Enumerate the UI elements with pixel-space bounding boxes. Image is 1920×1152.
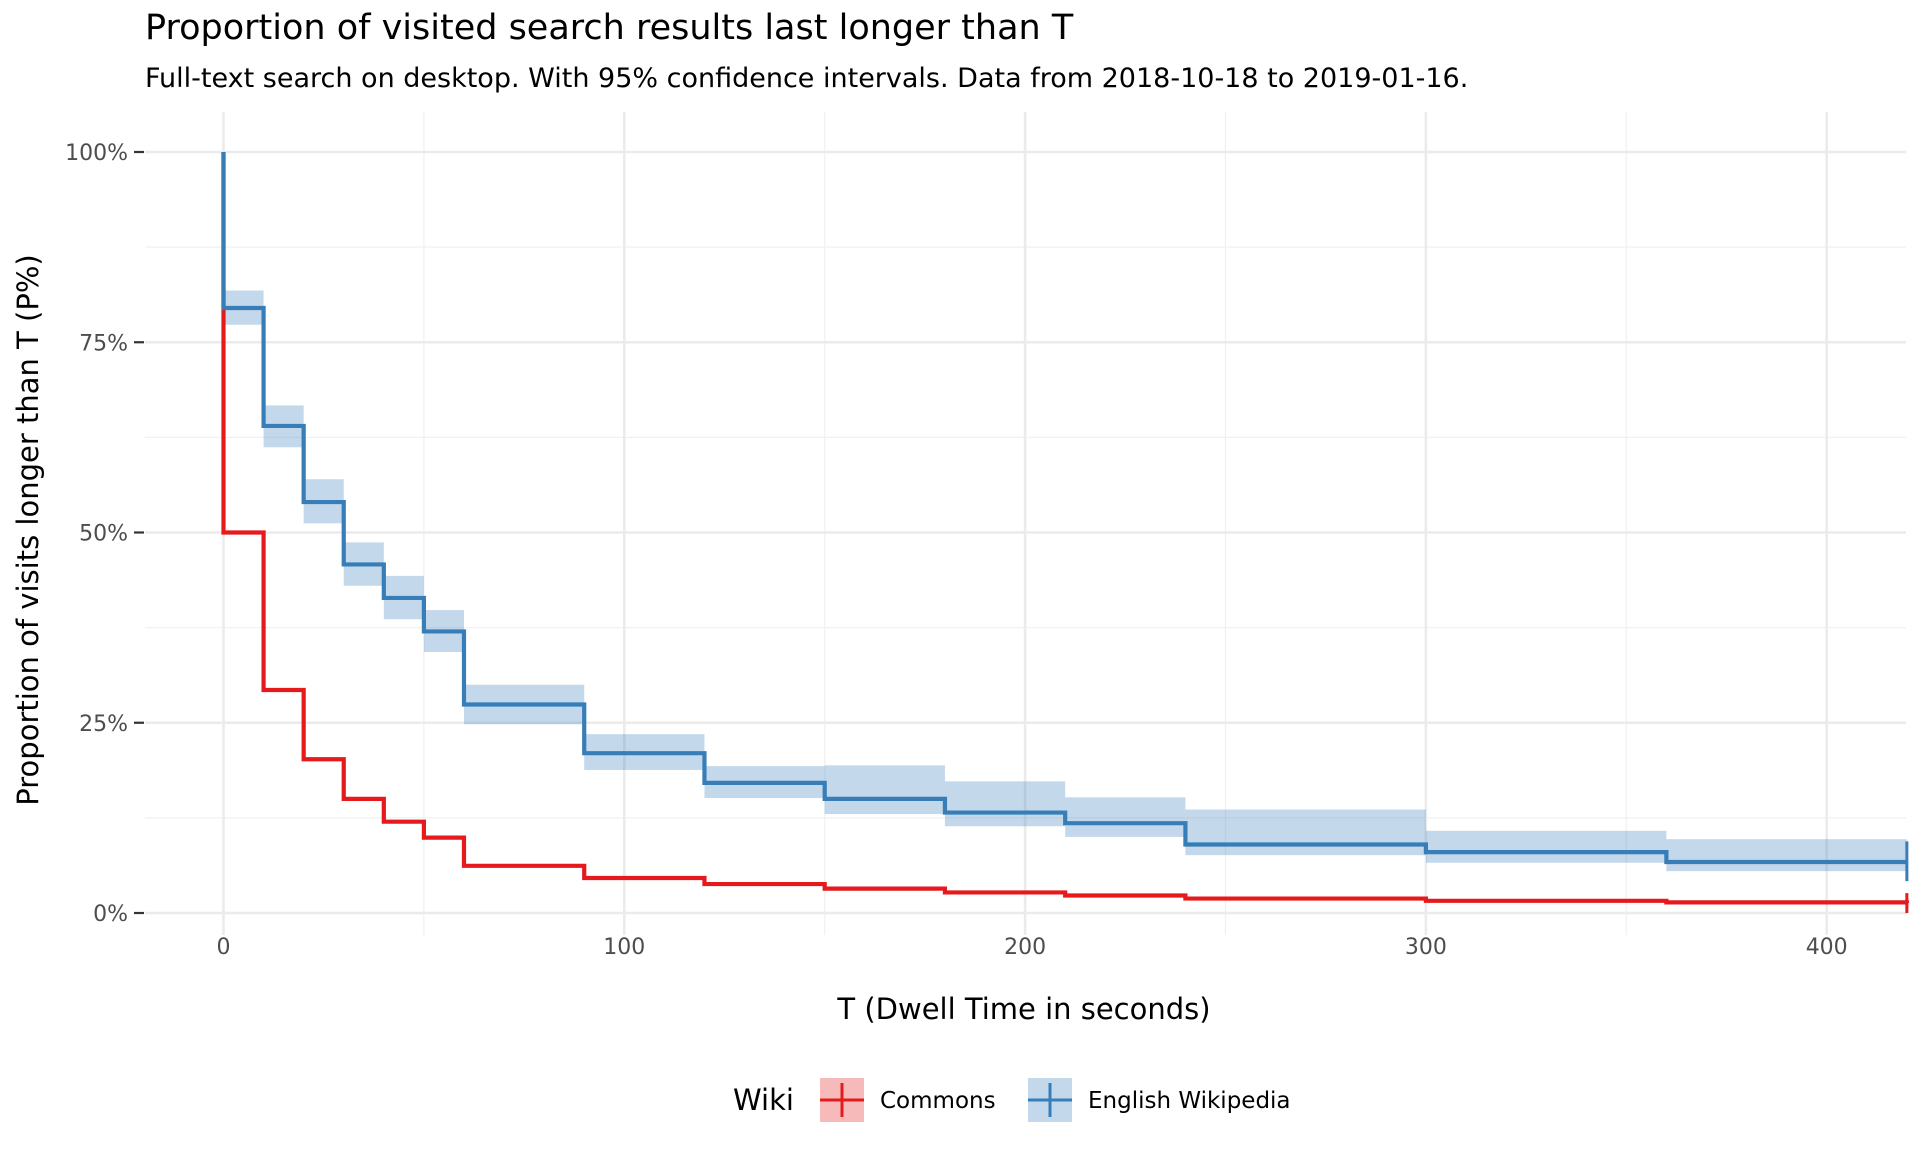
series-line-english-wikipedia xyxy=(221,152,1907,865)
x-axis-title: T (Dwell Time in seconds) xyxy=(836,992,1210,1026)
ci-band-english-wikipedia xyxy=(1425,830,1667,863)
major-gridlines xyxy=(145,112,1906,935)
x-tick-label: 200 xyxy=(1004,935,1046,960)
ci-band-english-wikipedia xyxy=(944,781,1066,827)
x-tick-label: 100 xyxy=(603,935,645,960)
y-tick-label: 75% xyxy=(79,331,128,356)
legend: Wiki Commons English Wikipedia xyxy=(733,1078,1291,1122)
ci-band-english-wikipedia xyxy=(824,765,945,815)
legend-title: Wiki xyxy=(733,1083,794,1117)
series-line-commons xyxy=(221,152,1909,905)
axis-ticks: 0 100 200 300 400 0% 25% 50% 75% 100% xyxy=(65,141,1848,960)
y-tick-label: 50% xyxy=(79,522,128,547)
x-tick-label: 400 xyxy=(1806,935,1848,960)
x-tick-label: 0 xyxy=(217,935,231,960)
y-tick-label: 25% xyxy=(79,712,128,737)
ci-band-english-wikipedia xyxy=(1185,809,1426,856)
y-tick-label: 100% xyxy=(65,141,128,166)
y-tick-label: 0% xyxy=(93,902,128,927)
chart-title: Proportion of visited search results las… xyxy=(145,8,1074,48)
chart-subtitle: Full-text search on desktop. With 95% co… xyxy=(145,63,1469,94)
y-axis-title: Proportion of visits longer than T (P%) xyxy=(11,254,45,805)
confidence-ribbons xyxy=(223,290,1907,872)
legend-label-english-wikipedia: English Wikipedia xyxy=(1088,1088,1291,1114)
x-tick-label: 300 xyxy=(1405,935,1447,960)
ci-band-english-wikipedia xyxy=(1065,797,1186,837)
ci-band-english-wikipedia xyxy=(1666,839,1907,872)
series-lines xyxy=(221,152,1909,914)
legend-label-commons: Commons xyxy=(880,1088,996,1114)
